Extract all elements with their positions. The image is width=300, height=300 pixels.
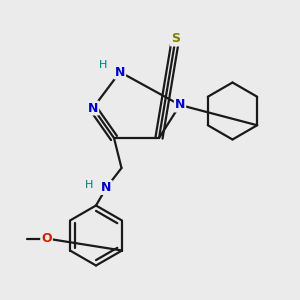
Text: N: N xyxy=(115,65,125,79)
Text: H: H xyxy=(99,59,108,70)
Text: N: N xyxy=(101,181,112,194)
Text: N: N xyxy=(88,101,98,115)
Text: H: H xyxy=(85,179,93,190)
Text: N: N xyxy=(175,98,185,112)
Text: S: S xyxy=(171,32,180,46)
Text: O: O xyxy=(41,232,52,245)
